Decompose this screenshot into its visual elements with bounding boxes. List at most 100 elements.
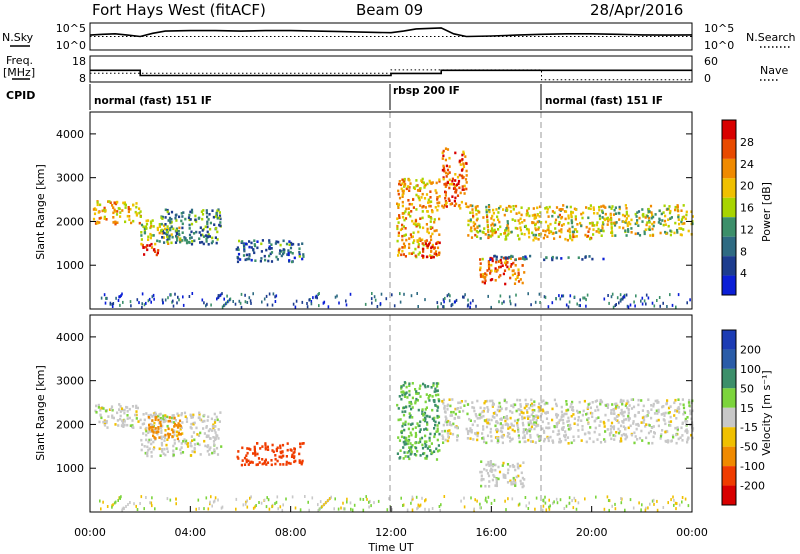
power-cell [129,208,132,211]
power-cell [645,223,648,227]
velocity-cell [528,427,531,431]
power-noise-cell [538,292,541,296]
velocity-cell [608,433,612,437]
velocity-cell [414,401,417,405]
power-cell [181,231,184,234]
power-cell [517,219,520,222]
power-cell [433,246,436,249]
velocity-cell [150,442,153,446]
power-cell [177,233,180,236]
power-noise-cell [462,295,464,299]
velocity-cell [628,404,631,407]
power-cell [407,185,410,188]
power-cell [407,199,410,202]
velocity-noise-cell [672,495,674,499]
velocity-cell [245,460,248,464]
velocity-cell [433,416,436,420]
power-cell [138,221,141,225]
velocity-cell [512,476,515,480]
velocity-cell [469,437,472,440]
velocity-cell [549,435,552,439]
power-cell [163,241,166,244]
power-cell [280,254,283,258]
power-cell [547,215,550,218]
power-cell [532,233,535,237]
velocity-cell [290,455,294,458]
velocity-cell [142,422,146,425]
power-cell [477,211,481,214]
power-cell [527,229,530,232]
power-cell [511,273,514,277]
power-cell [532,207,535,210]
power-cell [517,268,520,271]
power-cell [191,240,194,243]
power-cell [667,208,670,211]
velocity-cell [397,407,400,410]
velocity-noise-cell [114,500,117,504]
power-cell [660,212,663,216]
power-cell [193,239,196,243]
velocity-cell [450,414,454,417]
velocity-cell [423,384,427,387]
velocity-noise-cell [555,497,558,501]
power-cell [128,215,131,218]
velocity-cell [403,381,406,384]
velocity-cell [669,424,672,427]
power-cell [268,247,271,251]
power-cell [171,235,174,239]
power-cell [442,154,445,158]
power-cell [408,189,411,192]
power-cell [402,242,406,246]
power-cell [588,227,591,231]
velocity-cell [476,424,479,427]
power-cell [581,258,584,261]
power-cell [683,222,686,225]
power-cell [546,208,549,211]
power-noise-cell [318,292,320,295]
power-cell [254,259,257,262]
power-cell [441,168,444,172]
velocity-cell [616,419,619,422]
power-cell [429,196,432,199]
velocity-cell [490,439,493,443]
power-cell [489,272,492,275]
velocity-cell [203,432,206,435]
power-cell [498,206,501,210]
velocity-cell [484,419,487,423]
power-cell [170,225,173,228]
velocity-cell [627,401,630,404]
velocity-cell [256,452,259,456]
velocity-cell [419,440,422,444]
power-cell [426,182,429,186]
velocity-cell [501,464,504,467]
velocity-cell [405,385,408,389]
velocity-cell [624,404,627,407]
velocity-cell [506,435,509,438]
power-cell [651,227,654,231]
power-cell [649,204,653,208]
power-cell [526,209,529,212]
power-cell [216,209,219,213]
power-cell [543,258,546,262]
power-cell [562,223,565,226]
power-cell [143,231,147,234]
velocity-noise-cell [330,495,332,499]
power-noise-cell [463,295,465,299]
velocity-cell [151,430,154,433]
power-cell [448,165,451,168]
power-cell [677,218,680,221]
velocity-cell [617,427,620,431]
power-cell [409,182,412,185]
power-cell [624,229,627,232]
power-cell [505,227,508,230]
power-noise-cell [227,299,230,303]
velocity-cell [522,461,525,464]
power-cell [644,228,647,231]
velocity-cell [425,440,428,443]
power-cell [485,209,488,212]
velocity-cell [499,405,502,409]
velocity-cell [131,424,134,427]
power-cell [149,220,153,224]
velocity-cell [490,470,493,473]
power-cell [558,221,561,224]
